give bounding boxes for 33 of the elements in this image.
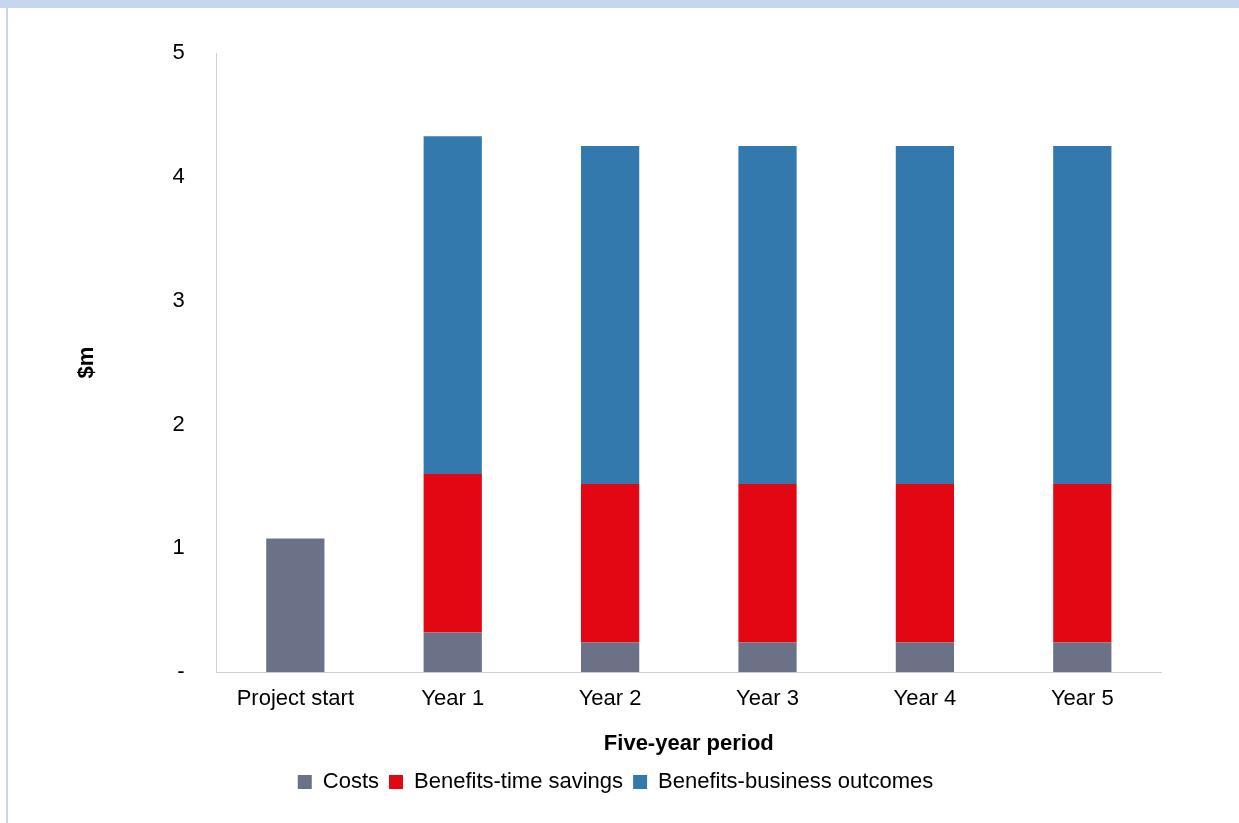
bar [423,474,482,633]
bar [738,484,797,643]
x-tick-label: Year 2 [578,685,642,711]
bar [895,146,955,485]
y-tick-label: 5 [172,39,185,65]
y-tick-label: 4 [172,163,185,189]
x-tick-label: Year 5 [1050,685,1114,711]
bar [895,484,955,643]
legend-label: Costs [322,768,380,794]
legend-label: Benefits-business outcomes [658,768,934,794]
y-tick-label: - [177,658,185,684]
y-tick-label: 3 [172,286,185,312]
x-tick-label: Year 4 [893,685,957,711]
y-axis-title: $m [73,346,99,379]
y-tick-label: 1 [172,534,185,560]
y-tick-label: 2 [172,410,185,436]
x-tick-label: Project start [236,685,355,711]
x-tick-label: Year 1 [421,685,485,711]
x-axis-title: Five-year period [603,729,774,755]
bar [1053,146,1112,485]
bar [581,146,640,485]
bar [738,642,797,673]
bar [1053,484,1112,643]
bar [738,146,797,485]
legend-label: Benefits-time savings [414,768,624,794]
bar [1053,642,1112,673]
bar [581,484,640,643]
bar [266,538,325,673]
x-tick-label: Year 3 [736,685,799,711]
bar [423,136,482,475]
bar [895,642,955,673]
bar [581,642,640,673]
bar [423,632,482,673]
